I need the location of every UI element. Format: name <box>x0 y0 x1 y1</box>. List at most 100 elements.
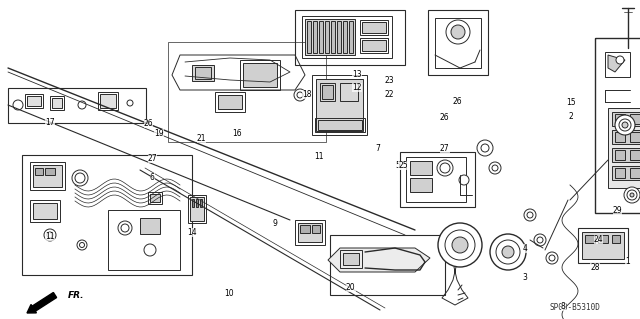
Circle shape <box>615 115 635 135</box>
Text: SP03-B5310D: SP03-B5310D <box>550 303 600 313</box>
Circle shape <box>527 212 533 218</box>
Circle shape <box>79 242 84 248</box>
Bar <box>313 21 317 53</box>
Bar <box>190 197 204 221</box>
Circle shape <box>524 209 536 221</box>
Text: 27: 27 <box>147 154 157 163</box>
Bar <box>349 21 353 53</box>
Circle shape <box>492 165 498 171</box>
Bar <box>630 168 640 178</box>
Text: 9: 9 <box>273 219 278 228</box>
Bar <box>150 194 160 202</box>
Text: 28: 28 <box>591 263 600 272</box>
Bar <box>331 21 335 53</box>
Bar <box>295 220 325 245</box>
Bar <box>100 94 116 108</box>
Bar <box>630 114 640 124</box>
Bar <box>30 200 60 222</box>
Text: 26: 26 <box>440 113 450 122</box>
Circle shape <box>630 193 634 197</box>
Bar <box>615 168 625 178</box>
Bar <box>330 235 445 295</box>
Bar <box>608 108 640 188</box>
Circle shape <box>546 252 558 264</box>
Bar <box>312 225 320 233</box>
Circle shape <box>297 92 303 98</box>
Bar <box>298 223 322 242</box>
Bar <box>343 21 347 53</box>
Circle shape <box>627 190 637 200</box>
Circle shape <box>549 255 555 261</box>
Circle shape <box>294 89 306 101</box>
Text: 20: 20 <box>346 283 356 292</box>
Bar <box>343 253 359 265</box>
Text: 13: 13 <box>352 70 362 79</box>
Text: 1: 1 <box>625 257 630 266</box>
Bar <box>612 148 640 162</box>
Bar <box>52 98 62 108</box>
Circle shape <box>77 240 87 250</box>
Bar <box>360 20 388 35</box>
Bar <box>312 75 367 135</box>
Bar <box>8 88 146 123</box>
Bar <box>318 120 362 130</box>
Polygon shape <box>328 248 430 272</box>
Circle shape <box>481 144 489 152</box>
Polygon shape <box>608 55 625 72</box>
Circle shape <box>72 170 88 186</box>
Bar <box>192 65 214 81</box>
Bar <box>612 166 640 180</box>
Bar <box>218 95 242 109</box>
Bar <box>30 162 65 190</box>
Circle shape <box>451 25 465 39</box>
Text: 14: 14 <box>187 228 197 237</box>
Text: 12: 12 <box>353 83 362 92</box>
Text: 2: 2 <box>568 112 573 121</box>
Bar <box>319 21 323 53</box>
Bar <box>240 60 280 90</box>
Bar <box>33 165 62 187</box>
Bar <box>243 63 277 87</box>
Circle shape <box>446 20 470 44</box>
Text: 11: 11 <box>45 232 54 241</box>
Text: 29: 29 <box>612 206 623 215</box>
Text: FR.: FR. <box>68 292 84 300</box>
Circle shape <box>127 100 133 106</box>
Text: 18: 18 <box>303 90 312 99</box>
Bar <box>140 218 160 234</box>
Bar <box>307 21 311 53</box>
Bar <box>360 38 388 53</box>
Text: 26: 26 <box>143 119 154 128</box>
Circle shape <box>440 163 450 173</box>
Bar <box>406 157 466 202</box>
Bar <box>195 67 211 79</box>
Bar <box>585 235 595 243</box>
Circle shape <box>445 230 475 260</box>
Bar <box>340 250 362 268</box>
Text: 11: 11 <box>314 152 323 161</box>
Bar <box>615 150 625 160</box>
Bar <box>300 225 310 233</box>
Circle shape <box>452 237 468 253</box>
Bar <box>200 199 202 207</box>
Bar <box>325 21 329 53</box>
Circle shape <box>144 244 156 256</box>
Bar <box>612 235 620 243</box>
Bar <box>108 210 180 270</box>
Bar <box>400 152 475 207</box>
Circle shape <box>616 56 624 64</box>
Circle shape <box>75 173 85 183</box>
Text: 24: 24 <box>593 235 604 244</box>
Text: 7: 7 <box>375 144 380 153</box>
Bar <box>595 38 640 213</box>
Bar <box>215 92 245 112</box>
Circle shape <box>502 246 514 258</box>
Circle shape <box>624 187 640 203</box>
Bar <box>98 92 118 110</box>
Bar <box>316 79 363 131</box>
Bar <box>410 178 432 192</box>
Bar <box>612 130 640 144</box>
Circle shape <box>459 175 469 185</box>
Text: 16: 16 <box>232 130 242 138</box>
Bar <box>362 40 386 51</box>
